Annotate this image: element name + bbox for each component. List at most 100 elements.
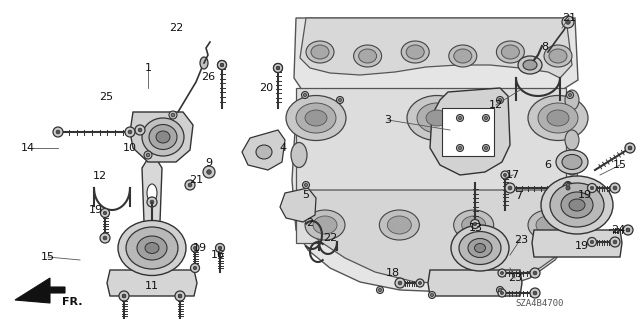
Text: 19: 19 xyxy=(578,190,592,200)
Text: 8: 8 xyxy=(541,42,548,52)
Ellipse shape xyxy=(156,131,170,143)
Circle shape xyxy=(135,125,145,135)
Circle shape xyxy=(456,145,463,152)
Polygon shape xyxy=(532,230,622,257)
Ellipse shape xyxy=(459,232,501,264)
Circle shape xyxy=(625,143,635,153)
Ellipse shape xyxy=(354,45,381,67)
Circle shape xyxy=(625,144,634,152)
Text: 10: 10 xyxy=(123,143,137,153)
Circle shape xyxy=(530,288,540,298)
Ellipse shape xyxy=(311,45,329,59)
Circle shape xyxy=(175,291,185,301)
Ellipse shape xyxy=(562,154,582,169)
Circle shape xyxy=(497,97,504,103)
Circle shape xyxy=(500,271,504,275)
Text: 22: 22 xyxy=(169,23,183,33)
Circle shape xyxy=(203,166,215,178)
Circle shape xyxy=(484,146,488,150)
Circle shape xyxy=(458,116,461,120)
Circle shape xyxy=(474,222,477,226)
Circle shape xyxy=(566,92,573,99)
Circle shape xyxy=(566,183,570,187)
Circle shape xyxy=(499,288,502,292)
Circle shape xyxy=(566,20,570,24)
Circle shape xyxy=(564,182,572,189)
Circle shape xyxy=(103,211,107,215)
Circle shape xyxy=(301,92,308,99)
Circle shape xyxy=(623,225,633,235)
Circle shape xyxy=(628,146,632,150)
Ellipse shape xyxy=(313,216,337,234)
Polygon shape xyxy=(15,278,65,303)
Circle shape xyxy=(501,171,509,179)
Ellipse shape xyxy=(401,41,429,63)
Polygon shape xyxy=(107,270,197,296)
Ellipse shape xyxy=(126,227,178,269)
Text: 13: 13 xyxy=(469,223,483,233)
Circle shape xyxy=(628,146,632,150)
Circle shape xyxy=(119,291,129,301)
Ellipse shape xyxy=(426,110,448,126)
Ellipse shape xyxy=(118,220,186,276)
Ellipse shape xyxy=(449,45,477,67)
Circle shape xyxy=(530,268,540,278)
Circle shape xyxy=(193,266,196,270)
Polygon shape xyxy=(428,270,522,296)
Circle shape xyxy=(128,130,132,134)
Circle shape xyxy=(498,269,506,277)
Ellipse shape xyxy=(147,184,157,202)
Ellipse shape xyxy=(387,216,412,234)
Text: 21: 21 xyxy=(562,13,576,23)
Ellipse shape xyxy=(536,216,560,234)
Circle shape xyxy=(100,233,110,243)
Circle shape xyxy=(505,183,515,193)
Circle shape xyxy=(483,115,490,122)
Ellipse shape xyxy=(417,103,457,133)
Circle shape xyxy=(470,219,479,228)
Ellipse shape xyxy=(565,130,579,150)
Text: 12: 12 xyxy=(489,100,503,110)
Circle shape xyxy=(416,279,424,287)
Circle shape xyxy=(273,63,282,72)
Circle shape xyxy=(216,243,225,253)
Ellipse shape xyxy=(544,45,572,67)
Circle shape xyxy=(144,151,152,159)
Circle shape xyxy=(172,113,175,117)
Circle shape xyxy=(147,197,157,207)
Ellipse shape xyxy=(528,210,568,240)
Ellipse shape xyxy=(407,95,467,140)
Circle shape xyxy=(504,174,506,176)
Text: 15: 15 xyxy=(613,160,627,170)
Text: 7: 7 xyxy=(515,191,523,201)
Circle shape xyxy=(218,61,227,70)
Ellipse shape xyxy=(550,183,604,227)
Text: 26: 26 xyxy=(201,72,215,82)
Circle shape xyxy=(103,236,107,240)
Text: FR.: FR. xyxy=(62,297,83,307)
Circle shape xyxy=(179,294,182,298)
Circle shape xyxy=(191,244,199,252)
Circle shape xyxy=(499,99,502,101)
Circle shape xyxy=(191,263,200,272)
Circle shape xyxy=(431,293,433,297)
Text: 25: 25 xyxy=(99,92,113,102)
Circle shape xyxy=(613,186,617,190)
Circle shape xyxy=(220,63,224,67)
Ellipse shape xyxy=(523,60,537,70)
Circle shape xyxy=(125,127,135,137)
Ellipse shape xyxy=(565,185,579,205)
Polygon shape xyxy=(142,160,162,222)
Circle shape xyxy=(339,99,342,101)
Ellipse shape xyxy=(256,145,272,159)
Ellipse shape xyxy=(565,155,579,175)
Circle shape xyxy=(188,183,192,187)
Text: 11: 11 xyxy=(145,281,159,291)
Ellipse shape xyxy=(451,225,509,271)
Circle shape xyxy=(175,292,184,300)
Ellipse shape xyxy=(358,49,376,63)
Polygon shape xyxy=(242,130,285,170)
Polygon shape xyxy=(305,190,570,284)
Ellipse shape xyxy=(501,45,520,59)
Circle shape xyxy=(626,228,630,232)
